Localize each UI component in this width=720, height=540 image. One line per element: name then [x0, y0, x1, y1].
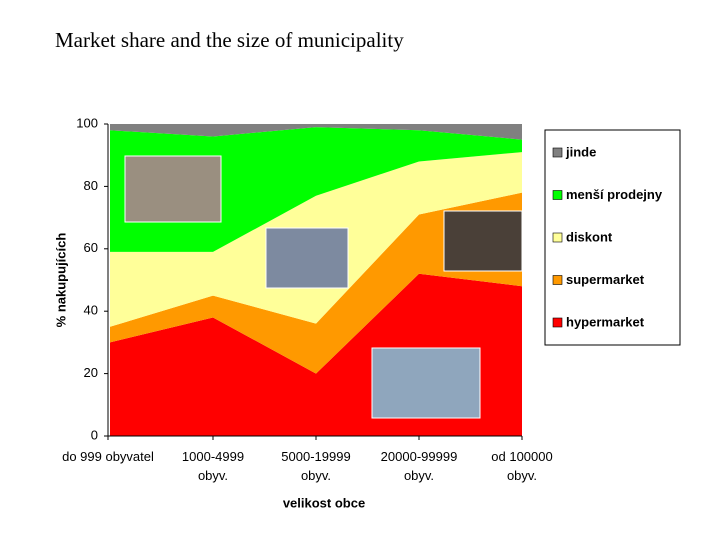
photo — [371, 347, 481, 419]
x-tick-label: 1000-4999 obyv. — [181, 449, 245, 483]
photo — [443, 210, 523, 272]
x-tick-label: 20000-99999 obyv. — [380, 449, 458, 483]
legend-swatch — [552, 317, 563, 328]
legend-swatch — [552, 232, 563, 243]
y-axis-title: % nakupujících — [53, 233, 68, 328]
y-tick-label: 0 — [91, 427, 98, 442]
legend-swatch — [552, 275, 563, 285]
y-tick-label: 80 — [84, 178, 98, 193]
area — [110, 124, 522, 140]
x-tick-label: 5000-19999 obyv. — [281, 449, 351, 483]
title: Market share and the size of municipalit… — [55, 28, 404, 52]
area — [110, 192, 522, 374]
x-tick-label: do 999 obyvatel — [62, 449, 154, 464]
legend-box — [544, 129, 681, 346]
photo — [265, 227, 349, 289]
y-tick-label: 20 — [84, 365, 98, 380]
x-tick-label: od 100000 obyv. — [491, 449, 553, 483]
legend-swatch — [552, 190, 563, 200]
legend-label: jinde — [565, 144, 596, 159]
photo — [124, 155, 222, 223]
legend-label: menší prodejny — [566, 187, 663, 202]
y-tick-label: 40 — [84, 303, 98, 318]
legend: jinde menší prodejny diskont supermarket hyp… — [552, 144, 663, 329]
y-tick-label: 60 — [84, 240, 98, 255]
y-tick-label: 100 — [76, 115, 98, 130]
x-axis-title: velikost obce — [283, 495, 365, 510]
photos — [124, 155, 523, 419]
legend-swatch — [552, 147, 563, 158]
legend-label: hypermarket — [566, 314, 645, 329]
legend-label: supermarket — [566, 272, 645, 287]
legend-label: diskont — [566, 229, 613, 244]
